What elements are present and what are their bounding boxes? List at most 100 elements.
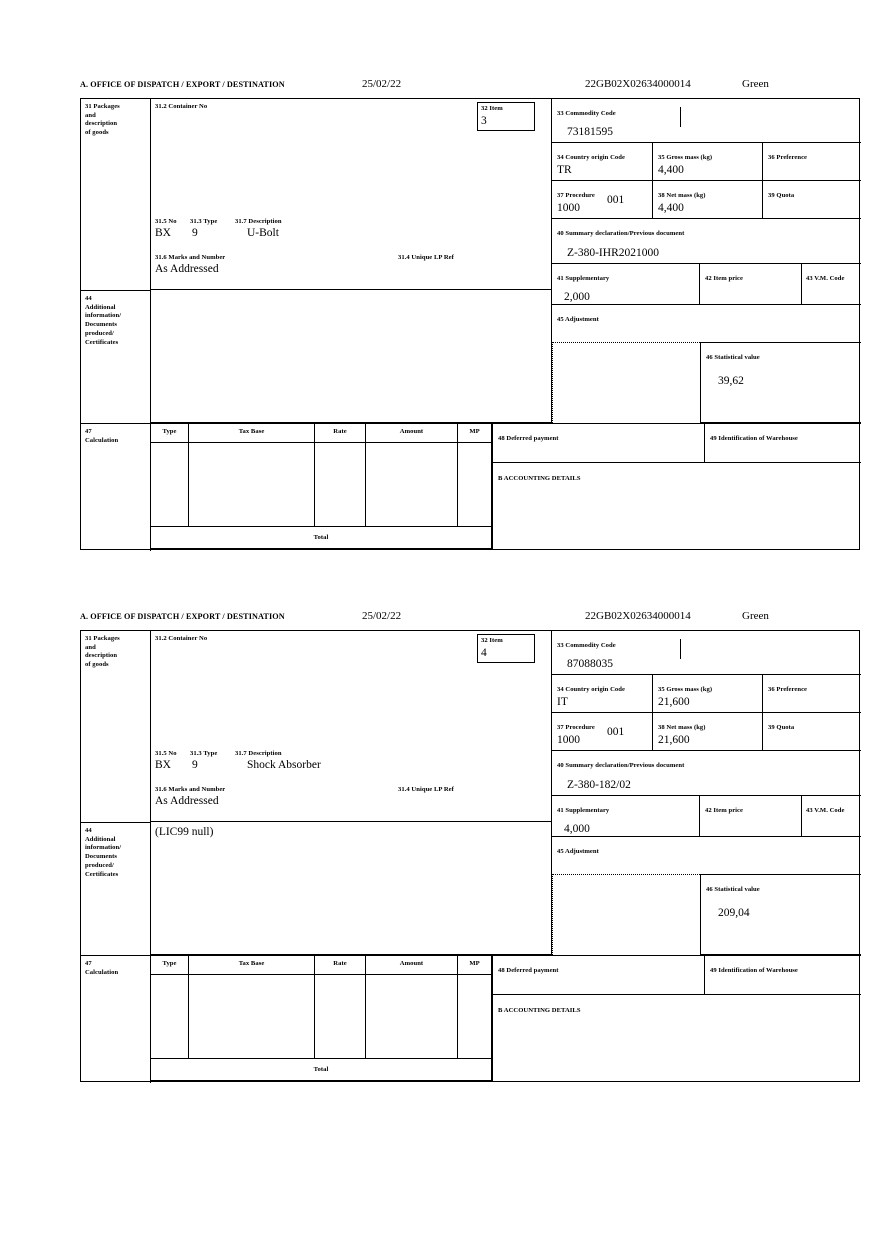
summary-declaration-value: Z-380-182/02 <box>567 779 631 791</box>
box-44-additional-info-area: (LIC99 null) <box>150 822 552 955</box>
procedure-value-2: 001 <box>607 726 625 738</box>
package-desc-label: 31.7 Description <box>235 218 282 225</box>
box-41-supplementary: 41 Supplementary 4,000 <box>552 796 700 837</box>
procedure-label: 37 Procedure <box>557 724 595 731</box>
calc-header-mp: MP <box>457 423 491 442</box>
identification-of-warehouse-label: 49 Identification of Warehouse <box>710 435 798 442</box>
box-41-supplementary: 41 Supplementary 2,000 <box>552 264 700 305</box>
package-type-label: 31.3 Type <box>190 218 218 225</box>
box-37-procedure: 37 Procedure 1000 001 <box>552 181 653 219</box>
country-origin-value: IT <box>557 696 568 708</box>
declaration-date: 25/02/22 <box>362 78 402 90</box>
left-column-divider <box>150 99 151 551</box>
box-49-identification-of-warehouse: 49 Identification of Warehouse <box>705 955 861 995</box>
form-header: A. OFFICE OF DISPATCH / EXPORT / DESTINA… <box>80 610 862 630</box>
package-no-value: BX <box>155 227 171 239</box>
net-mass-value: 21,600 <box>658 734 690 746</box>
quota-label: 39 Quota <box>768 724 795 731</box>
gross-mass-value: 21,600 <box>658 696 690 708</box>
item-number-value: 3 <box>481 114 487 127</box>
calc-cell-rate[interactable] <box>314 974 365 1058</box>
form-header: A. OFFICE OF DISPATCH / EXPORT / DESTINA… <box>80 78 862 98</box>
package-type-label: 31.3 Type <box>190 750 218 757</box>
calc-cell-tax-base[interactable] <box>188 442 314 526</box>
box-31-goods-description: 31.2 Container No 31.5 No 31.3 Type 31.7… <box>150 631 552 822</box>
calc-header-type: Type <box>150 423 188 442</box>
office-of-dispatch-label: A. OFFICE OF DISPATCH / EXPORT / DESTINA… <box>80 612 285 621</box>
calc-header-tax-base: Tax Base <box>188 423 314 442</box>
box-44-additional-info-label: 44 Additional information/ Documents pro… <box>81 290 150 423</box>
box-34-country-origin: 34 Country origin Code IT <box>552 675 653 713</box>
calc-header-mp: MP <box>457 955 491 974</box>
box-45-adjustment: 45 Adjustment <box>552 837 861 874</box>
form-body: 31 Packages and description of goods 44 … <box>80 98 861 551</box>
container-no-label: 31.2 Container No <box>155 635 208 642</box>
box-33-commodity-code: 33 Commodity Code 87088035 <box>552 631 861 675</box>
box-32-item: 32 Item 3 <box>477 102 535 131</box>
box-31-packages-label: 31 Packages and description of goods <box>85 103 120 137</box>
item-label: 32 Item <box>481 637 503 644</box>
form-body: 31 Packages and description of goods 44 … <box>80 630 861 1083</box>
procedure-label: 37 Procedure <box>557 192 595 199</box>
total-label: Total <box>313 534 329 541</box>
vm-code-label: 43 V.M. Code <box>806 807 845 814</box>
supplementary-value: 4,000 <box>564 823 590 835</box>
box-43-vm-code: 43 V.M. Code <box>802 796 861 837</box>
container-no-label: 31.2 Container No <box>155 103 208 110</box>
country-origin-label: 34 Country origin Code <box>557 154 625 161</box>
supplementary-label: 41 Supplementary <box>557 275 610 282</box>
preference-label: 36 Preference <box>768 154 808 161</box>
calc-header-rate: Rate <box>314 955 365 974</box>
box-40-summary-declaration: 40 Summary declaration/Previous document… <box>552 219 861 264</box>
package-no-value: BX <box>155 759 171 771</box>
box-47-calculation-table: Type Tax Base Rate Amount MP Total <box>150 423 492 549</box>
calc-cell-mp[interactable] <box>457 974 491 1058</box>
gross-mass-label: 35 Gross mass (kg) <box>658 154 713 161</box>
box-40-summary-declaration: 40 Summary declaration/Previous document… <box>552 751 861 796</box>
calc-header-amount: Amount <box>365 955 457 974</box>
left-column-divider <box>150 631 151 1083</box>
calc-cell-tax-base[interactable] <box>188 974 314 1058</box>
item-label: 32 Item <box>481 105 503 112</box>
box-31-packages-label: 31 Packages and description of goods <box>85 635 120 669</box>
office-of-dispatch-label: A. OFFICE OF DISPATCH / EXPORT / DESTINA… <box>80 80 285 89</box>
marks-and-number-value: As Addressed <box>155 795 219 807</box>
procedure-value-2: 001 <box>607 194 625 206</box>
calc-total-row: Total <box>150 526 492 549</box>
statistical-value-label: 46 Statistical value <box>706 886 760 893</box>
box-47-calculation-label: 47 Calculation <box>81 423 150 549</box>
summary-declaration-label: 40 Summary declaration/Previous document <box>557 230 685 237</box>
package-no-label: 31.5 No <box>155 218 177 225</box>
box-b-accounting-details: B ACCOUNTING DETAILS <box>492 463 861 549</box>
declaration-date: 25/02/22 <box>362 610 402 622</box>
box-32-item: 32 Item 4 <box>477 634 535 663</box>
deferred-payment-label: 48 Deferred payment <box>498 435 559 442</box>
country-origin-label: 34 Country origin Code <box>557 686 625 693</box>
package-no-label: 31.5 No <box>155 750 177 757</box>
box-47-calculation-label: 47 Calculation <box>81 955 150 1081</box>
box-45-adjustment: 45 Adjustment <box>552 305 861 342</box>
calc-header-type: Type <box>150 955 188 974</box>
box-46-statistical-value: 46 Statistical value 39,62 <box>700 342 861 423</box>
additional-info-value: (LIC99 null) <box>155 826 214 838</box>
marks-and-number-label: 31.6 Marks and Number <box>155 786 226 793</box>
calc-cell-amount[interactable] <box>365 974 457 1058</box>
calc-cell-type[interactable] <box>150 442 188 526</box>
accounting-details-label: B ACCOUNTING DETAILS <box>498 475 581 482</box>
adjustment-dotted-divider-horizontal <box>552 342 700 343</box>
calc-cell-mp[interactable] <box>457 442 491 526</box>
package-type-value: 9 <box>192 227 198 239</box>
adjustment-label: 45 Adjustment <box>557 316 599 323</box>
marks-and-number-value: As Addressed <box>155 263 219 275</box>
commodity-code-value: 87088035 <box>567 658 613 670</box>
calc-cell-amount[interactable] <box>365 442 457 526</box>
item-number-value: 4 <box>481 646 487 659</box>
commodity-code-value: 73181595 <box>567 126 613 138</box>
calc-cell-type[interactable] <box>150 974 188 1058</box>
calc-cell-rate[interactable] <box>314 442 365 526</box>
deferred-payment-label: 48 Deferred payment <box>498 967 559 974</box>
marks-and-number-label: 31.6 Marks and Number <box>155 254 226 261</box>
box-39-quota: 39 Quota <box>763 713 861 751</box>
adjustment-dotted-divider-vertical <box>552 342 553 423</box>
commodity-code-separator-tick <box>680 639 681 659</box>
